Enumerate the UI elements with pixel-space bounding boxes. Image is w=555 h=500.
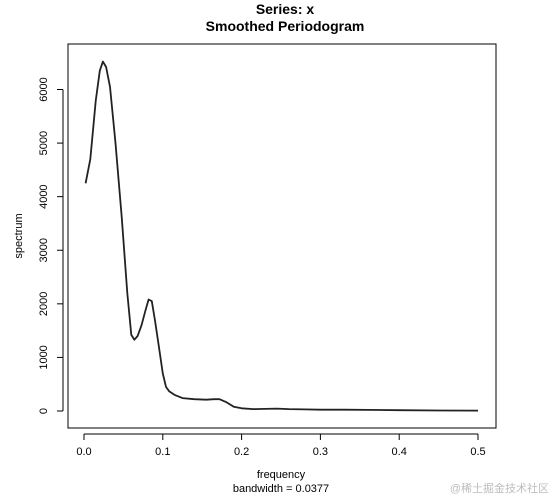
chart-title: Series: x bbox=[256, 1, 315, 17]
plot-frame bbox=[67, 43, 497, 429]
y-tick-label: 6000 bbox=[38, 77, 50, 101]
x-tick-label: 0.2 bbox=[234, 446, 249, 458]
x-axis: 0.0 0.1 0.2 0.3 0.4 0.5 bbox=[76, 433, 486, 458]
y-tick-label: 5000 bbox=[38, 131, 50, 155]
x-tick-label: 0.3 bbox=[313, 446, 328, 458]
y-axis-label: spectrum bbox=[13, 213, 25, 258]
spectrum-line bbox=[84, 60, 479, 412]
x-axis-sublabel: bandwidth = 0.0377 bbox=[233, 483, 329, 495]
y-tick-label: 2000 bbox=[38, 292, 50, 316]
y-axis: 0 1000 2000 3000 4000 5000 6000 bbox=[38, 77, 64, 414]
x-tick-label: 0.4 bbox=[392, 446, 407, 458]
x-tick-label: 0.0 bbox=[76, 446, 91, 458]
chart-subtitle: Smoothed Periodogram bbox=[206, 18, 365, 34]
y-tick-label: 4000 bbox=[38, 184, 50, 208]
y-tick-label: 3000 bbox=[38, 238, 50, 262]
watermark-text: @稀土掘金技术社区 bbox=[450, 481, 549, 495]
x-tick-label: 0.1 bbox=[155, 446, 170, 458]
y-tick-label: 0 bbox=[38, 408, 50, 414]
x-axis-label: frequency bbox=[257, 469, 306, 481]
y-tick-label: 1000 bbox=[38, 345, 50, 369]
x-tick-label: 0.5 bbox=[470, 446, 485, 458]
